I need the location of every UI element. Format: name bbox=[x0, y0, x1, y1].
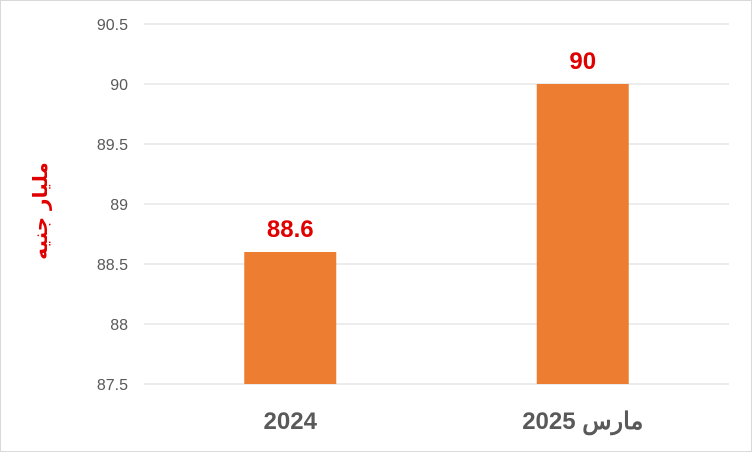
x-category-label: 2024 bbox=[264, 408, 318, 435]
y-tick-label: 87.5 bbox=[97, 377, 128, 394]
y-tick-label: 88 bbox=[110, 317, 128, 334]
y-axis-ticks: 87.5 88 88.5 89 89.5 90 90.5 bbox=[97, 17, 128, 394]
gridlines bbox=[144, 23, 729, 385]
x-category-label: مارس 2025 bbox=[522, 408, 643, 436]
y-tick-label: 89.5 bbox=[97, 137, 128, 154]
y-tick-label: 90 bbox=[110, 77, 128, 94]
data-label: 88.6 bbox=[267, 216, 314, 243]
bars bbox=[244, 84, 629, 384]
bar bbox=[244, 252, 337, 384]
y-tick-label: 90.5 bbox=[97, 17, 128, 34]
y-tick-label: 89 bbox=[110, 197, 128, 214]
bar bbox=[536, 84, 629, 384]
y-tick-label: 88.5 bbox=[97, 257, 128, 274]
y-axis-label: مليار جنيه bbox=[28, 162, 52, 260]
data-labels: 88.6 90 bbox=[267, 48, 596, 243]
x-axis-categories: 2024 مارس 2025 bbox=[264, 408, 644, 436]
data-label: 90 bbox=[569, 48, 596, 75]
